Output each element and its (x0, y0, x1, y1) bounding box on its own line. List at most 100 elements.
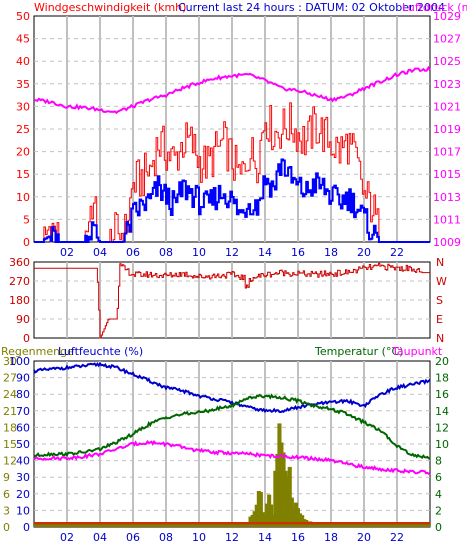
rain-tick-label: 21 (3, 405, 17, 418)
pressure-line (33, 65, 431, 114)
rain-tick-label: 6 (3, 488, 10, 501)
label-humidity: Luftfeuchte (%) (58, 345, 143, 358)
temperature-tick-label: 20 (435, 355, 449, 368)
rain-tick-label: 15 (3, 438, 17, 451)
y-right-tick-label: 1019 (433, 123, 461, 136)
x-tick-label: 06 (126, 531, 140, 544)
rain-bar (248, 516, 253, 527)
rain-bar (275, 453, 280, 527)
rain-bar (271, 514, 276, 527)
temperature-line (33, 393, 431, 460)
x-tick-label: 20 (357, 531, 371, 544)
y-right-tick-label: 1011 (433, 213, 461, 226)
y-right-tick-label: 1027 (433, 33, 461, 46)
rain-tick-label: 30 (3, 355, 17, 368)
y-tick-label: 180 (9, 294, 30, 307)
rain-bar (252, 511, 257, 527)
rain-tick-label: 12 (3, 455, 17, 468)
humidity-tick-label: 10 (16, 504, 30, 517)
wind-direction-line (34, 262, 430, 339)
y-right-tick-label: E (436, 313, 443, 326)
rain-bar (269, 504, 274, 527)
y-tick-label: 0 (23, 332, 30, 345)
humidity-tick-label: 60 (16, 421, 30, 434)
y-right-tick-label: S (436, 294, 443, 307)
x-tick-label: 14 (258, 531, 272, 544)
x-tick-label: 22 (390, 246, 404, 259)
humidity-tick-label: 50 (16, 438, 30, 451)
x-tick-label: 04 (93, 531, 107, 544)
y-right-tick-label: 1017 (433, 146, 461, 159)
x-tick-label: 22 (390, 531, 404, 544)
rain-tick-label: 0 (3, 521, 10, 534)
y-right-tick-label: W (436, 275, 447, 288)
x-tick-label: 04 (93, 246, 107, 259)
humidity-tick-label: 40 (16, 455, 30, 468)
rain-bar (262, 515, 267, 527)
rain-tick-label: 18 (3, 421, 17, 434)
y-right-tick-label: 1009 (433, 236, 461, 249)
humidity-tick-label: 80 (16, 388, 30, 401)
y-tick-label: 10 (16, 191, 30, 204)
temperature-tick-label: 4 (435, 488, 442, 501)
x-tick-label: 10 (192, 246, 206, 259)
humidity-tick-label: 20 (16, 488, 30, 501)
dewpoint-line (33, 439, 431, 475)
humidity-tick-label: 30 (16, 471, 30, 484)
temperature-tick-label: 18 (435, 372, 449, 385)
wind-speed-line (34, 102, 430, 243)
rain-tick-label: 3 (3, 504, 10, 517)
label-temperature: Temperatur (°C) (314, 345, 403, 358)
y-right-tick-label: 1025 (433, 55, 461, 68)
y-tick-label: 30 (16, 100, 30, 113)
title-datum: Current last 24 hours : DATUM: 02 Oktobe… (178, 1, 445, 14)
y-tick-label: 45 (16, 33, 30, 46)
y-right-tick-label: 1023 (433, 78, 461, 91)
rain-bar (295, 508, 300, 527)
title-pressure: Luftdruck (mb) (402, 1, 467, 14)
x-tick-label: 02 (60, 246, 74, 259)
label-dewpoint: Taupunkt (391, 345, 443, 358)
humidity-tick-label: 0 (23, 521, 30, 534)
y-tick-label: 0 (23, 236, 30, 249)
wind-gust-line (34, 158, 430, 243)
title-wind: Windgeschwindigkeit (kmh) (34, 1, 186, 14)
y-tick-label: 35 (16, 78, 30, 91)
label-rain: Regenmenge (1, 345, 74, 358)
rain-bar (265, 503, 270, 527)
rain-tick-label: 9 (3, 471, 10, 484)
humidity-tick-label: 90 (16, 372, 30, 385)
humidity-line (33, 361, 431, 414)
rain-bar (281, 452, 286, 527)
temperature-tick-label: 16 (435, 388, 449, 401)
temperature-tick-label: 14 (435, 405, 449, 418)
temperature-tick-label: 2 (435, 504, 442, 517)
humidity-tick-label: 70 (16, 405, 30, 418)
y-right-tick-label: N (436, 332, 444, 345)
x-tick-label: 20 (357, 246, 371, 259)
temperature-tick-label: 10 (435, 438, 449, 451)
x-tick-label: 12 (225, 246, 239, 259)
x-tick-label: 14 (258, 246, 272, 259)
y-right-tick-label: 1029 (433, 10, 461, 23)
panels: 02 04 06 08 10 12 14 16 18 20 22051015202530354045… (3, 10, 461, 544)
y-right-tick-label: 1015 (433, 168, 461, 181)
temperature-tick-label: 6 (435, 471, 442, 484)
y-tick-label: 90 (16, 313, 30, 326)
humidity-tick-label: 100 (9, 355, 30, 368)
y-tick-label: 20 (16, 146, 30, 159)
y-right-tick-label: N (436, 256, 444, 269)
temperature-tick-label: 0 (435, 521, 442, 534)
x-tick-label: 02 (60, 531, 74, 544)
y-right-tick-label: 1021 (433, 100, 461, 113)
y-right-tick-label: 1013 (433, 191, 461, 204)
x-tick-label: 08 (159, 246, 173, 259)
rain-bar (258, 492, 263, 527)
rain-bar (291, 507, 296, 527)
temperature-tick-label: 12 (435, 421, 449, 434)
rain-bar (254, 504, 259, 527)
rain-bar (287, 466, 292, 527)
rain-bar (298, 513, 303, 527)
y-tick-label: 360 (9, 256, 30, 269)
